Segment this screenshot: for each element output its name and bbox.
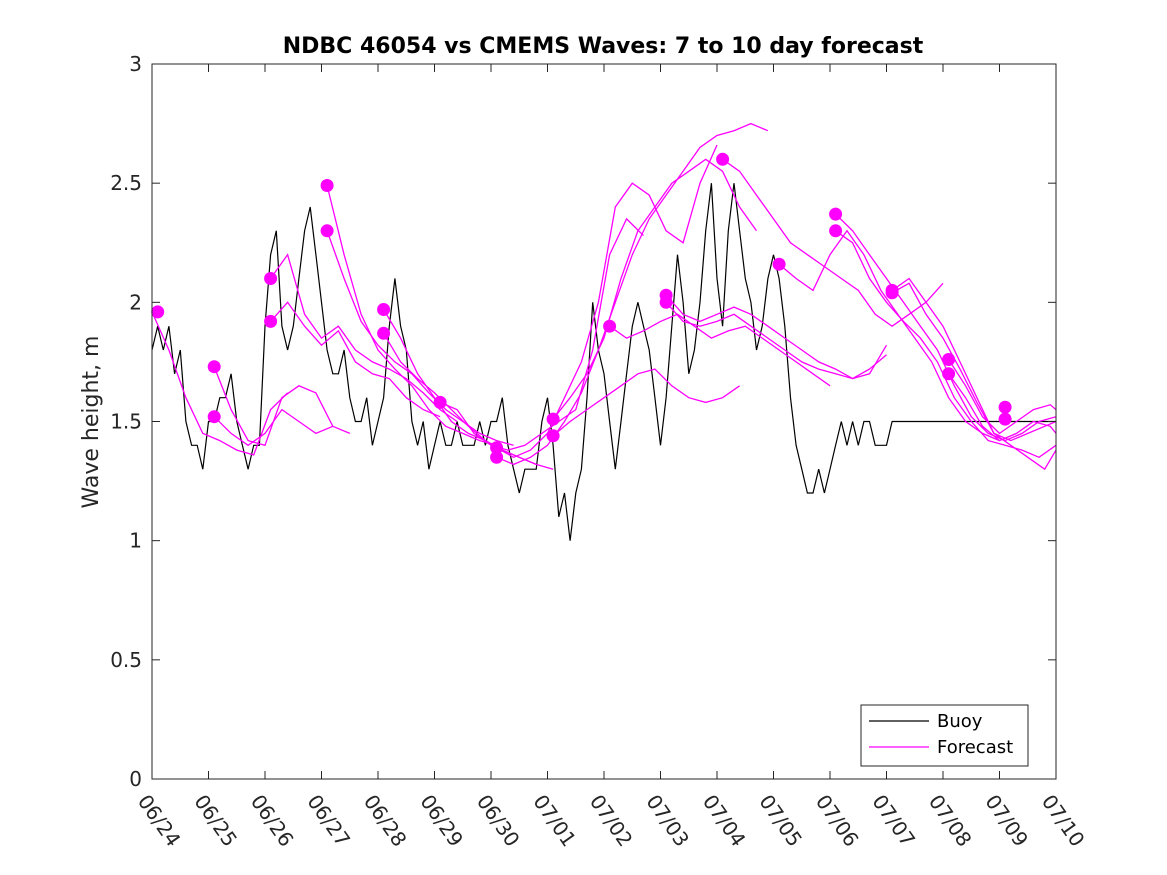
forecast-line <box>383 332 537 465</box>
y-axis-title: Wave height, m <box>79 336 104 509</box>
forecast-start-marker <box>264 314 278 328</box>
legend: Buoy Forecast <box>860 704 1029 767</box>
forecast-start-marker <box>207 410 221 424</box>
forecast-start-marker <box>942 353 956 366</box>
forecast-start-marker <box>603 319 617 333</box>
y-tick-label: 0.5 <box>110 648 142 672</box>
forecast-line <box>213 366 351 447</box>
forecast-start-marker <box>716 152 730 166</box>
forecast-start-marker <box>320 179 334 192</box>
forecast-line <box>552 368 740 437</box>
forecast-line <box>948 359 1057 435</box>
forecast-line <box>326 185 497 446</box>
y-axis-ticks: 0 0.5 1 1.5 2 2.5 3 <box>110 52 1056 791</box>
forecast-line <box>213 408 334 447</box>
forecast-line <box>270 301 441 418</box>
legend-box <box>860 704 1029 767</box>
forecast-line <box>496 144 718 459</box>
forecast-line <box>835 213 1057 442</box>
y-tick-label: 2.5 <box>110 171 142 195</box>
forecast-start-marker <box>998 400 1012 414</box>
forecast-start-marker <box>151 305 165 319</box>
forecast-start-marker <box>490 441 504 455</box>
forecast-start-marker <box>377 326 391 340</box>
forecast-line <box>891 282 1057 442</box>
forecast-line <box>326 230 514 446</box>
forecast-line <box>835 230 1057 459</box>
y-tick-label: 2 <box>129 290 142 314</box>
buoy-line <box>151 183 1056 541</box>
legend-label: Forecast <box>937 737 1013 758</box>
forecast-line <box>891 277 1057 471</box>
forecast-start-marker <box>998 412 1012 426</box>
forecast-line <box>439 217 644 451</box>
plot-area <box>151 63 1057 780</box>
forecast-start-marker <box>942 367 956 381</box>
forecast-start-marker <box>207 360 221 374</box>
chart-title: NDBC 46054 vs CMEMS Waves: 7 to 10 day f… <box>283 34 924 59</box>
forecast-start-marker <box>377 303 391 316</box>
forecast-line <box>665 294 888 380</box>
forecast-line <box>778 229 1000 442</box>
forecast-start-marker <box>490 450 504 464</box>
forecast-line <box>948 373 1057 442</box>
forecast-start-marker <box>546 429 560 443</box>
forecast-start-marker <box>829 224 843 238</box>
forecast-line <box>151 311 289 456</box>
legend-label: Buoy <box>937 711 983 732</box>
forecast-line <box>270 253 458 423</box>
forecast-start-marker <box>659 295 673 309</box>
forecast-start-marker <box>829 207 843 221</box>
forecast-start-marker <box>546 412 560 426</box>
forecast-start-marker <box>264 272 278 285</box>
forecast-start-marker <box>772 257 786 271</box>
forecast-line <box>496 122 769 466</box>
forecast-start-marker <box>433 395 447 409</box>
y-tick-label: 3 <box>129 52 142 76</box>
y-tick-label: 1.5 <box>110 410 142 434</box>
forecast-start-marker <box>320 224 334 238</box>
forecast-line <box>722 158 944 327</box>
forecast-line <box>552 158 758 420</box>
forecast-line <box>609 313 831 387</box>
y-tick-label: 1 <box>129 529 142 553</box>
forecast-start-marker <box>885 286 899 300</box>
forecast-line <box>665 301 887 380</box>
y-tick-label: 0 <box>129 767 142 791</box>
